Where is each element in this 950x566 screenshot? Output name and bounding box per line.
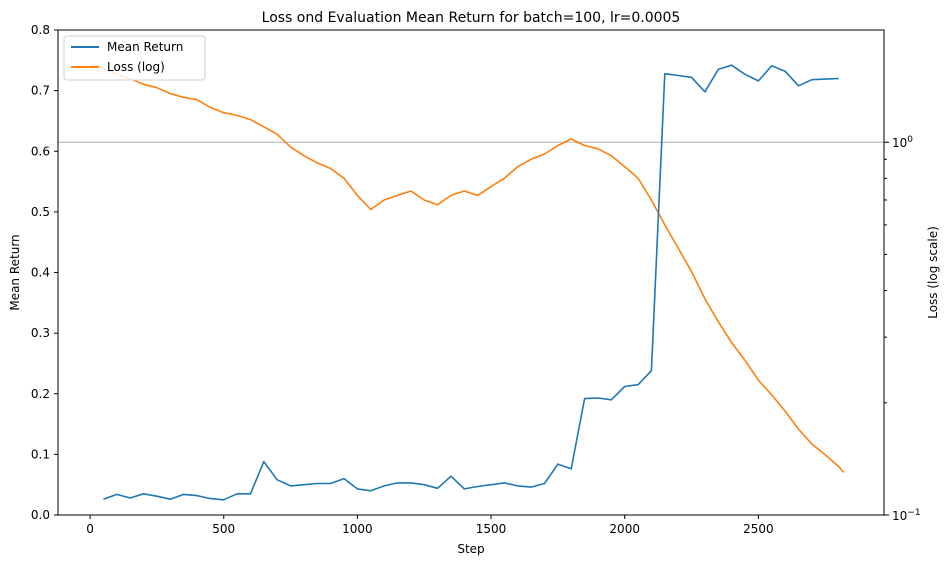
axis-layer: 0 500 1000 1500 2000 2500 0.0 0.1 0.2 0.3 0.4 0.5 0.…	[31, 23, 921, 536]
legend-box	[63, 35, 206, 81]
chart-title: Loss ond Evaluation Mean Return for batc…	[262, 10, 681, 26]
y-axis-left-title: Mean Return	[8, 234, 22, 310]
x-tick-label: 1000	[342, 522, 373, 536]
x-tick-label: 500	[212, 522, 235, 536]
x-axis-title: Step	[457, 542, 484, 556]
plot-frame	[57, 29, 885, 516]
y-left-tick-label: 0.4	[31, 266, 50, 280]
y-left-tick-label: 0.3	[31, 326, 50, 340]
series-line-mean-return	[103, 64, 839, 501]
y-left-tick-label: 0.2	[31, 387, 50, 401]
y-axis-right-title: Loss (log scale)	[926, 226, 940, 319]
y-left-tick-label: 0.6	[31, 144, 50, 158]
y-left-tick-label: 0.5	[31, 205, 50, 219]
x-tick-label: 1500	[476, 522, 507, 536]
y-right-tick-label: 100	[892, 135, 913, 150]
x-tick-label: 2500	[743, 522, 774, 536]
y-left-tick-label: 0.0	[31, 508, 50, 522]
legend: Mean Return Loss (log)	[63, 35, 206, 81]
series-layer	[89, 63, 845, 501]
y-right-tick-label: 10−1	[892, 508, 921, 523]
y-left-tick-label: 0.8	[31, 23, 50, 37]
y-left-tick-label: 0.1	[31, 447, 50, 461]
x-tick-label: 0	[86, 522, 94, 536]
x-tick-label: 2000	[609, 522, 640, 536]
legend-label-loss: Loss (log)	[107, 60, 165, 74]
legend-label-mean-return: Mean Return	[107, 40, 183, 54]
series-line-loss	[89, 63, 845, 474]
y-left-tick-label: 0.7	[31, 84, 50, 98]
